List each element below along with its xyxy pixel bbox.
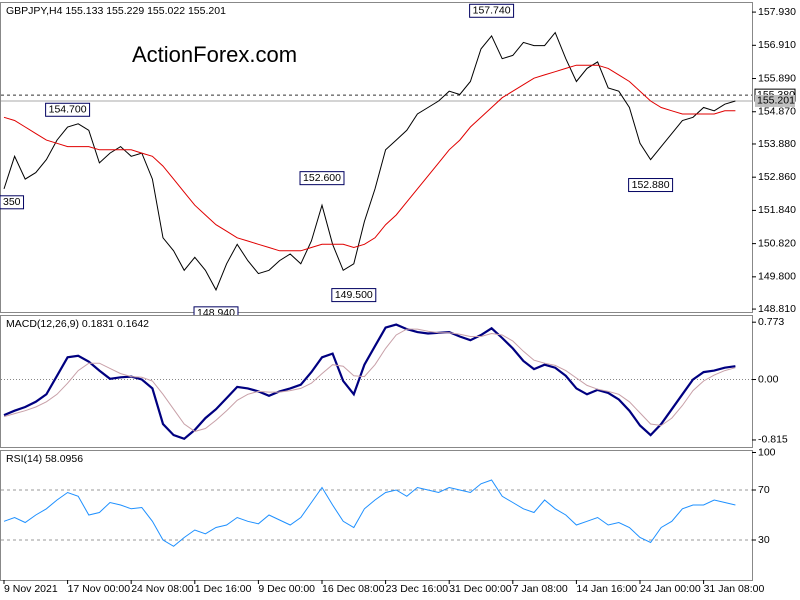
x-tick-label: 9 Nov 2021: [4, 583, 58, 595]
y-tick-label: 149.800: [758, 271, 796, 283]
x-tick-label: 24 Jan 00:00: [640, 583, 701, 595]
y-tick-label: 151.840: [758, 204, 796, 216]
series-line: [3, 479, 736, 547]
x-tick-label: 24 Nov 08:00: [131, 583, 194, 595]
y-tick-label: 156.910: [758, 39, 796, 51]
annotation-label: 152.880: [632, 179, 670, 191]
x-tick-label: 1 Dec 16:00: [195, 583, 252, 595]
annotation-box: [45, 102, 91, 117]
annotation-label: 154.700: [49, 104, 87, 116]
x-tick-label: 16 Dec 08:00: [322, 583, 385, 595]
price-label: 155.201: [757, 95, 795, 107]
y-tick-label: 0.773: [758, 316, 784, 328]
panel-title: GBPJPY,H4 155.133 155.229 155.022 155.20…: [6, 5, 226, 17]
y-tick-label: 155.890: [758, 72, 796, 84]
price-label-box: [755, 94, 795, 107]
series-line: [3, 64, 736, 252]
watermark: ActionForex.com: [132, 42, 297, 67]
panel: [0, 315, 753, 448]
x-tick-label: 9 Dec 00:00: [258, 583, 315, 595]
x-tick-label: 23 Dec 16:00: [386, 583, 449, 595]
x-tick-label: 14 Jan 16:00: [576, 583, 637, 595]
series-line: [3, 328, 736, 432]
panel-title: RSI(14) 58.0956: [6, 453, 83, 465]
x-tick-label: 17 Nov 00:00: [68, 583, 131, 595]
panel-title: MACD(12,26,9) 0.1831 0.1642: [6, 318, 149, 330]
y-tick-label: 150.820: [758, 237, 796, 249]
y-tick-label: 148.810: [758, 303, 796, 315]
x-tick-label: 7 Jan 08:00: [513, 583, 568, 595]
y-tick-label: 153.880: [758, 138, 796, 150]
y-tick-label: 100: [758, 446, 776, 458]
y-tick-label: 30: [758, 534, 770, 546]
x-tick-label: 31 Dec 00:00: [449, 583, 512, 595]
annotation-box: [331, 288, 377, 303]
annotation-label: 157.740: [473, 5, 511, 17]
panel: [0, 450, 753, 581]
annotation-box: [628, 178, 674, 193]
panel: [0, 2, 753, 313]
annotation-label: 152.600: [303, 172, 341, 184]
annotation-box: [0, 195, 25, 210]
y-tick-label: 154.870: [758, 106, 796, 118]
annotation-box: [299, 171, 345, 186]
y-tick-label: 70: [758, 484, 770, 496]
series-line: [3, 31, 736, 292]
x-tick-label: 31 Jan 08:00: [704, 583, 765, 595]
y-tick-label: 152.860: [758, 171, 796, 183]
y-tick-label: 157.930: [758, 6, 796, 18]
annotation-box: [469, 3, 515, 18]
annotation-label: 350: [3, 196, 21, 208]
y-tick-label: 0.00: [758, 373, 779, 385]
series-line: [3, 323, 736, 441]
annotation-label: 149.500: [335, 289, 373, 301]
y-tick-label: -0.815: [758, 434, 788, 446]
